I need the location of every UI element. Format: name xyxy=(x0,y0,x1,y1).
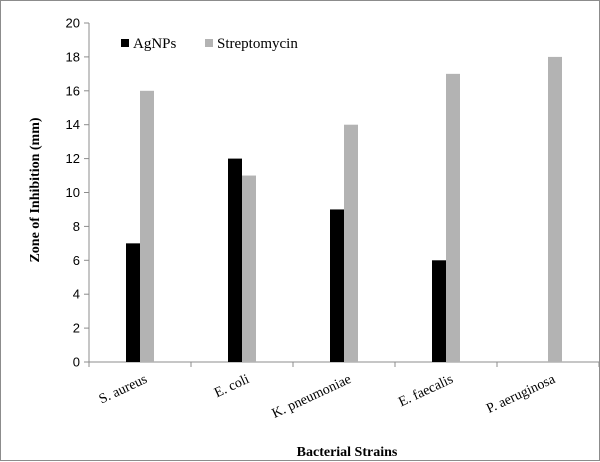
legend-swatch-agnps xyxy=(121,39,129,47)
y-tick-label: 12 xyxy=(66,151,80,166)
bar-streptomycin-2 xyxy=(344,124,358,362)
y-tick-label: 18 xyxy=(66,49,80,64)
y-axis-title: Zone of Inhibition (mm) xyxy=(28,117,43,262)
bar-agnps-0 xyxy=(126,243,140,362)
x-axis-title: Bacterial Strains xyxy=(297,445,398,460)
bar-agnps-1 xyxy=(228,158,242,362)
x-axis: S. aureus E. coli K. pneumoniae E. faecalis… xyxy=(88,361,600,422)
legend-label-agnps: AgNPs xyxy=(133,36,177,52)
y-tick-label: 10 xyxy=(66,185,80,200)
y-tick-label: 14 xyxy=(66,117,80,132)
bar-streptomycin-3 xyxy=(446,73,460,362)
bar-streptomycin-1 xyxy=(242,175,256,362)
x-tick-label: E. faecalis xyxy=(397,372,456,410)
x-tick-label: S. aureus xyxy=(97,372,150,407)
x-tick-label: E. coli xyxy=(212,372,252,401)
y-tick-label: 4 xyxy=(73,287,80,302)
legend: AgNPs Streptomycin xyxy=(121,36,298,52)
y-tick-label: 20 xyxy=(66,16,80,31)
legend-swatch-streptomycin xyxy=(205,39,213,47)
y-tick-label: 2 xyxy=(73,321,80,336)
bar-agnps-2 xyxy=(330,209,344,362)
y-axis: 0 2 4 6 8 10 12 14 16 18 20 xyxy=(66,16,90,370)
y-tick-label: 6 xyxy=(73,253,80,268)
legend-label-streptomycin: Streptomycin xyxy=(217,36,298,52)
y-tick-label: 0 xyxy=(73,355,80,370)
bar-streptomycin-0 xyxy=(140,90,154,363)
x-tick-label: P. aeruginosa xyxy=(484,372,558,417)
bars xyxy=(126,56,562,363)
bar-streptomycin-4 xyxy=(548,56,562,363)
x-tick-label: K. pneumoniae xyxy=(270,372,354,422)
bar-agnps-3 xyxy=(432,260,446,362)
y-tick-label: 16 xyxy=(66,83,80,98)
y-tick-label: 8 xyxy=(73,219,80,234)
